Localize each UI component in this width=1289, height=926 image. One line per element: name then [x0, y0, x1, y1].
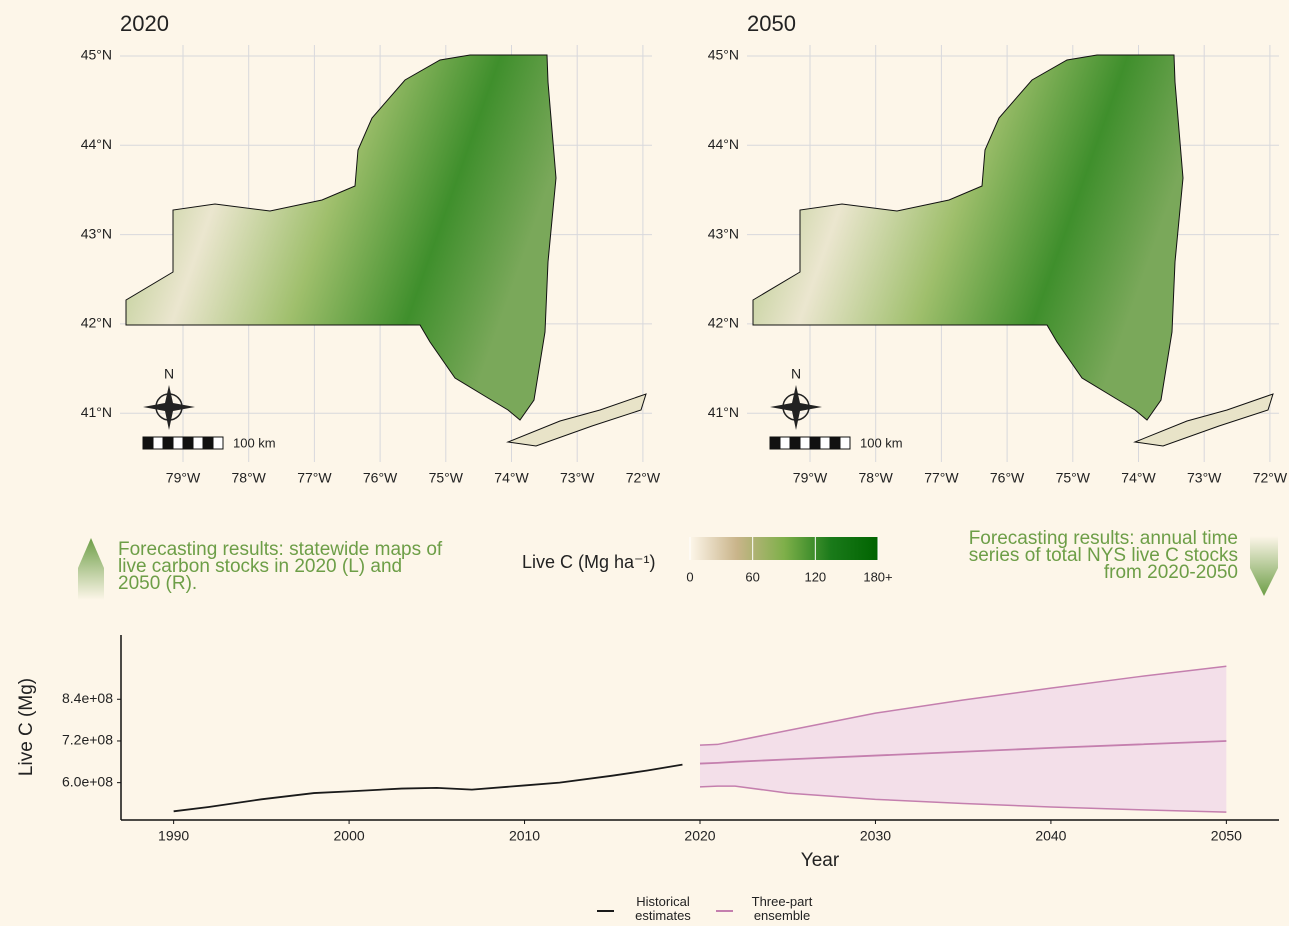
map-title: 2050 [747, 11, 796, 36]
colorbar-label: 0 [686, 569, 693, 584]
lon-label: 74°W [1121, 470, 1156, 486]
scale-bar [799, 436, 811, 450]
lon-label: 78°W [232, 470, 267, 486]
arrow-down [1250, 536, 1278, 596]
compass [143, 385, 195, 430]
lat-label: 41°N [708, 404, 739, 420]
lat-label: 44°N [81, 136, 112, 152]
compass-ring [155, 393, 183, 421]
y-tick-label: 8.4e+08 [62, 690, 113, 706]
map-title: 2020 [120, 11, 169, 36]
x-axis-title: Year [801, 850, 840, 871]
state-shape [752, 54, 1184, 421]
colorbar [690, 537, 878, 560]
legend-label: Three-part ensemble [751, 894, 813, 923]
compass-ring [782, 393, 810, 421]
compass-n: N [791, 366, 801, 382]
ensemble-band [700, 666, 1227, 813]
y-axis-title: Live C (Mg) [16, 678, 37, 776]
scale-bar [202, 436, 214, 450]
compass-n: N [164, 366, 174, 382]
map: 2020 45°N 44°N 43°N 42°N 41°N 79°W 78°W 77°W 76°W… [81, 11, 661, 486]
scale-bar [172, 436, 184, 450]
state-shape [125, 54, 557, 421]
series-line [699, 740, 1227, 765]
series-line [173, 763, 683, 813]
scale-bar [152, 436, 164, 450]
lat-label: 41°N [81, 404, 112, 420]
lon-label: 77°W [297, 470, 332, 486]
scale-bar [769, 436, 781, 450]
y-tick-label: 7.2e+08 [62, 732, 113, 748]
map: 2050 45°N 44°N 43°N 42°N 41°N 79°W 78°W 77°W 76°W… [708, 11, 1288, 486]
long-island [1133, 393, 1274, 447]
band-edge [699, 665, 1227, 746]
lat-label: 43°N [81, 225, 112, 241]
colorbar-label: 60 [745, 569, 759, 584]
band-edge [699, 785, 1227, 813]
lon-label: 76°W [990, 470, 1025, 486]
lon-label: 75°W [1056, 470, 1091, 486]
scale-label: 100 km [233, 435, 276, 450]
lat-label: 45°N [708, 47, 739, 63]
x-tick-label: 2050 [1211, 828, 1242, 844]
scale-bar [839, 436, 851, 450]
lon-label: 75°W [429, 470, 464, 486]
lon-label: 78°W [859, 470, 894, 486]
x-tick-label: 1990 [158, 828, 189, 844]
long-island [506, 393, 647, 447]
lat-label: 45°N [81, 47, 112, 63]
scale-bar [829, 436, 841, 450]
lat-label: 44°N [708, 136, 739, 152]
x-tick-label: 2020 [684, 828, 715, 844]
lon-label: 77°W [924, 470, 959, 486]
x-tick-label: 2000 [334, 828, 365, 844]
legend-label: Historical estimates [635, 894, 691, 923]
caption-left: Forecasting results: statewide maps of l… [118, 539, 443, 594]
lon-label: 73°W [560, 470, 595, 486]
scale-bar [212, 436, 224, 450]
colorbar-title: Live C (Mg ha⁻¹) [522, 552, 656, 572]
lat-label: 42°N [708, 315, 739, 331]
colorbar-label: 120 [804, 569, 826, 584]
lon-label: 76°W [363, 470, 398, 486]
scale-bar [182, 436, 194, 450]
y-tick-label: 6.0e+08 [62, 773, 113, 789]
lat-label: 43°N [708, 225, 739, 241]
x-tick-label: 2010 [509, 828, 540, 844]
lon-label: 79°W [793, 470, 828, 486]
scale-bar [779, 436, 791, 450]
scale-label: 100 km [860, 435, 903, 450]
caption-right: Forecasting results: annual time series … [968, 528, 1238, 583]
scale-bar [819, 436, 831, 450]
scale-bar [809, 436, 821, 450]
x-tick-label: 2040 [1035, 828, 1066, 844]
scale-bar [162, 436, 174, 450]
arrow-up [78, 538, 104, 600]
scale-bar [192, 436, 204, 450]
x-tick-label: 2030 [860, 828, 891, 844]
lat-label: 42°N [81, 315, 112, 331]
lon-label: 73°W [1187, 470, 1222, 486]
scale-bar [142, 436, 154, 450]
compass [770, 385, 822, 430]
lon-label: 72°W [1253, 470, 1288, 486]
colorbar-label: 180+ [863, 569, 892, 584]
lon-label: 79°W [166, 470, 201, 486]
lon-label: 72°W [626, 470, 661, 486]
lon-label: 74°W [494, 470, 529, 486]
scale-bar [789, 436, 801, 450]
